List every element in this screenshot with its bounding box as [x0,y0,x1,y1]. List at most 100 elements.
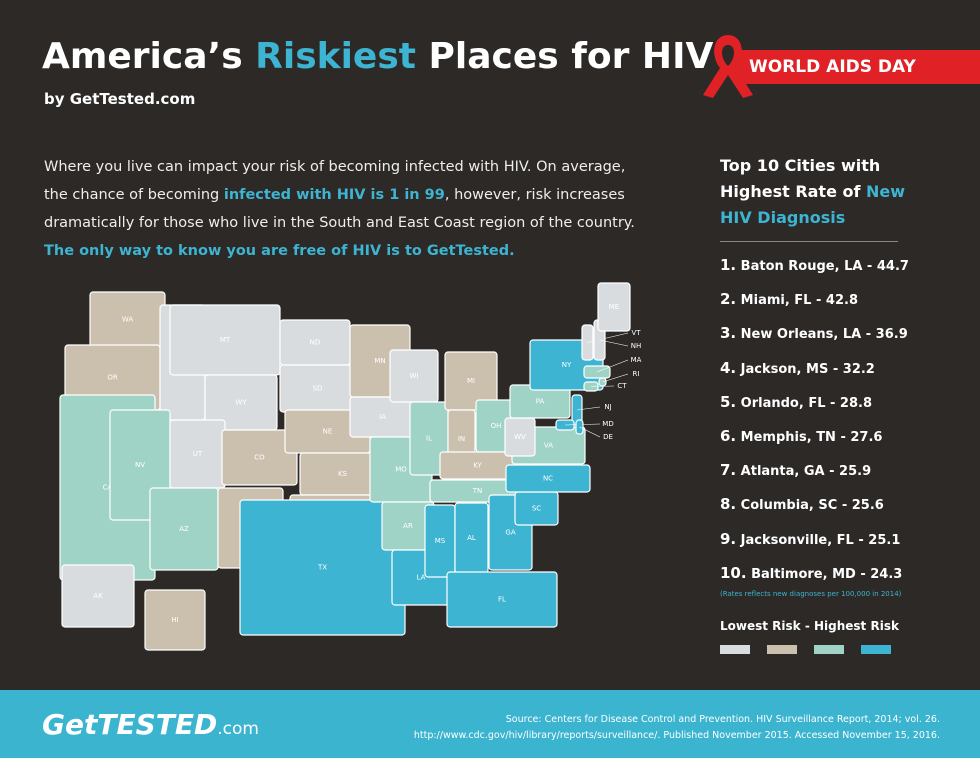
call-to-action: The only way to know you are free of HIV… [44,243,515,259]
state-label: IL [426,435,432,443]
state [61,564,135,628]
city: Memphis, TN - 27.6 [740,429,883,445]
title-text: Places for HIV [415,36,714,77]
title-text: America’s [42,36,256,77]
panel-heading: Top 10 Cities with Highest Rate of New H… [720,153,910,231]
state-label: WV [514,433,526,441]
title: America’s Riskiest Places for HIV [42,36,713,77]
banner: WORLD AIDS DAY [735,50,980,84]
state-label: OR [107,374,118,382]
top-cities: Top 10 Cities with Highest Rate of New H… [720,153,960,598]
city: Baton Rouge, LA - 44.7 [740,259,909,274]
city-item: 1. Baton Rouge, LA - 44.7 [720,256,960,290]
rank: 8. [720,495,737,514]
state-label: AZ [179,525,189,533]
state-label: SC [532,505,541,513]
city: Jackson, MS - 32.2 [740,361,875,377]
title-highlight: Riskiest [255,36,416,77]
state [144,589,206,651]
city: Jacksonville, FL - 25.1 [740,532,901,548]
state-label: MS [435,537,446,545]
state-label: MN [374,357,385,365]
state-label: ME [609,303,619,311]
intro: Where you live can impact your risk of b… [44,153,635,265]
city-item: 10. Baltimore, MD - 24.3 [720,564,960,598]
legend-swatch [814,645,844,654]
state-label: GA [505,529,515,537]
state-label: PA [536,398,545,406]
state-label: CO [254,454,265,462]
city: Atlanta, GA - 25.9 [740,464,872,480]
state-label: MO [395,466,407,474]
rank: 7. [720,461,737,480]
state [446,571,558,628]
state-label: HI [171,616,178,624]
state-label: MA [631,356,642,364]
source: Source: Centers for Disease Control and … [414,712,940,744]
legend-label: Lowest Risk - Highest Risk [720,619,899,633]
state-label: NE [323,428,333,436]
rank: 9. [720,529,737,548]
leader-line [602,373,629,383]
state-label: MD [602,420,613,428]
leader-line [599,339,629,347]
intro-highlight: infected with HIV is 1 in 99 [223,187,445,203]
state-label: NJ [604,403,611,411]
state-label: IA [379,413,386,421]
leader-line [576,406,601,411]
logo-text: GetTESTED [42,708,218,741]
state-label: WY [235,399,247,407]
city-item: 8. Columbia, SC - 25.6 [720,495,960,529]
legend-swatch [767,645,797,654]
state-label: IN [458,435,465,443]
footer: GetTESTED.com Source: Centers for Diseas… [0,690,980,758]
state [597,282,631,332]
intro-line: Where you live can impact your risk of b… [44,159,626,175]
state-label: DE [603,433,613,441]
state-label: AR [403,522,413,530]
state-label: AK [93,592,103,600]
state-label: CA [103,484,113,492]
state-label: NY [562,361,572,369]
state-label: KS [338,470,348,478]
state-label: NC [543,475,553,483]
byline: by GetTested.com [44,90,196,108]
city-item: 5. Orlando, FL - 28.8 [720,393,960,427]
state-label: VA [544,442,553,450]
rank: 6. [720,426,737,445]
rule [720,241,898,242]
logo-suffix: .com [217,719,259,739]
state-label: UT [193,450,203,458]
state-label: AL [467,534,476,542]
city-item: 6. Memphis, TN - 27.6 [720,427,960,461]
state-label: TN [472,487,483,495]
city-list: 1. Baton Rouge, LA - 44.7 2. Miami, FL - … [720,256,960,598]
rank: 5. [720,392,737,411]
intro-text: , however, risk increases [444,187,625,203]
city: Orlando, FL - 28.8 [740,395,873,411]
leader-line [596,359,629,373]
note: (Rates reflects new diagnoses per 100,00… [720,589,902,598]
city: Miami, FL - 42.8 [740,293,858,309]
state-label: VT [631,329,641,337]
city-item: 9. Jacksonville, FL - 25.1 [720,530,960,564]
source-line: Source: Centers for Disease Control and … [505,714,940,725]
state-label: KY [473,462,482,470]
city: Baltimore, MD - 24.3 [751,566,903,582]
logo: GetTESTED.com [42,708,259,741]
leader-line [579,426,601,438]
state-label: NH [631,342,642,350]
intro-text: the chance of becoming [44,187,224,203]
state-label: OH [491,422,502,430]
state [505,464,591,493]
heading-text: Top 10 Cities with Highest Rate of [720,156,881,201]
city-item: 4. Jackson, MS - 32.2 [720,359,960,393]
state-label: NV [135,461,145,469]
state-label: SD [313,385,323,393]
legend-swatch [861,645,891,654]
state-label: RI [633,370,640,378]
rank: 1. [720,256,737,274]
state-label: ND [310,339,321,347]
intro-line: the chance of becoming infected with HIV… [44,181,635,209]
